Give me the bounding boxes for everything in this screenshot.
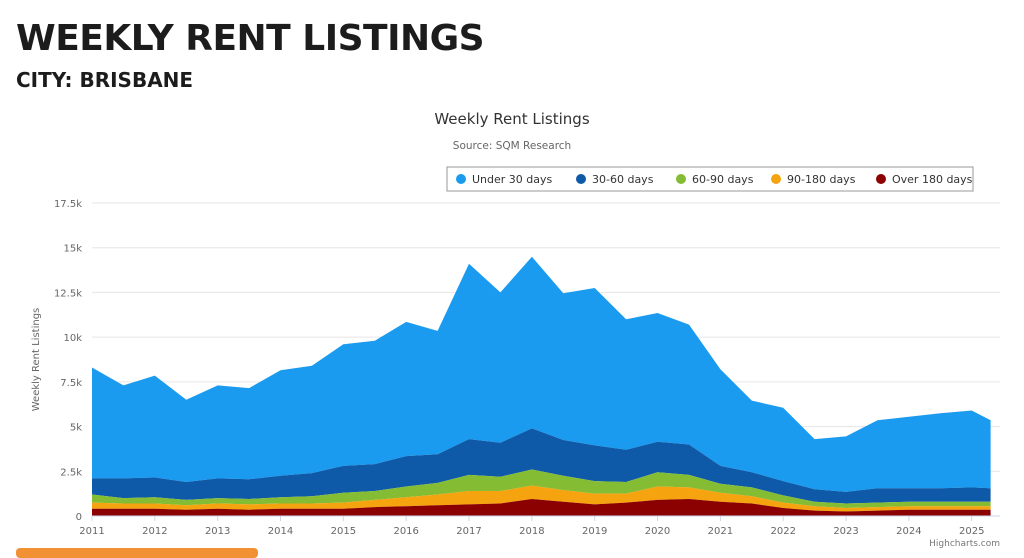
x-tick-label: 2013	[205, 526, 230, 537]
legend-symbol-under-30-days	[456, 174, 466, 184]
y-tick-label: 12.5k	[54, 288, 82, 299]
legend-item-over-180-days[interactable]: Over 180 days	[876, 173, 973, 186]
legend-item-under-30-days[interactable]: Under 30 days	[456, 173, 553, 186]
x-tick-label: 2017	[456, 526, 481, 537]
legend-item-60-90-days[interactable]: 60-90 days	[676, 173, 754, 186]
orange-banner-bar	[16, 548, 258, 558]
x-tick-label: 2024	[896, 526, 921, 537]
chart-subtitle: Source: SQM Research	[453, 140, 571, 152]
series-areas	[92, 256, 991, 516]
chart-title: Weekly Rent Listings	[434, 110, 589, 128]
x-tick-label: 2014	[268, 526, 293, 537]
axes: 0 2.5k 5k 7.5k 10k 12.5k 15k 17.5k 2011 2012 2013 2…	[31, 199, 1000, 537]
legend-symbol-60-90-days	[676, 174, 686, 184]
legend-symbol-90-180-days	[771, 174, 781, 184]
credits-link[interactable]: Highcharts.com	[929, 539, 1000, 549]
legend-item-30-60-days[interactable]: 30-60 days	[576, 173, 654, 186]
legend-label-60-90-days: 60-90 days	[692, 173, 754, 186]
y-axis-title: Weekly Rent Listings	[31, 308, 42, 412]
legend: Under 30 days 30-60 days 60-90 days 90-180 …	[446, 166, 974, 192]
x-tick-label: 2020	[645, 526, 670, 537]
x-tick-label: 2022	[770, 526, 795, 537]
legend-label-30-60-days: 30-60 days	[592, 173, 654, 186]
x-tick-label: 2016	[393, 526, 418, 537]
page-subtitle: CITY: BRISBANE	[16, 68, 194, 92]
legend-item-90-180-days[interactable]: 90-180 days	[771, 173, 856, 186]
area-90-180-days	[92, 485, 991, 512]
legend-label-90-180-days: 90-180 days	[787, 173, 856, 186]
y-tick-label: 2.5k	[60, 467, 82, 478]
legend-symbol-30-60-days	[576, 174, 586, 184]
area-60-90-days	[92, 469, 991, 508]
x-tick-label: 2012	[142, 526, 167, 537]
y-tick-label: 15k	[63, 244, 82, 255]
y-tick-label: 5k	[70, 423, 82, 434]
x-tick-label: 2015	[331, 526, 356, 537]
y-tick-label: 17.5k	[54, 199, 82, 210]
legend-label-over-180-days: Over 180 days	[892, 173, 973, 186]
area-30-60-days	[92, 428, 991, 504]
area-under-30-days	[92, 256, 991, 492]
legend-symbol-over-180-days	[876, 174, 886, 184]
x-tick-label: 2011	[79, 526, 104, 537]
x-tick-label: 2021	[708, 526, 733, 537]
page-title: WEEKLY RENT LISTINGS	[16, 18, 485, 59]
area-over-180-days	[92, 499, 991, 516]
y-tick-label: 0	[76, 512, 82, 523]
x-tick-label: 2023	[833, 526, 858, 537]
y-tick-label: 7.5k	[60, 378, 82, 389]
legend-label-under-30-days: Under 30 days	[472, 173, 553, 186]
y-tick-label: 10k	[63, 333, 82, 344]
x-tick-label: 2018	[519, 526, 544, 537]
x-tick-label: 2019	[582, 526, 607, 537]
x-tick-label: 2025	[959, 526, 984, 537]
